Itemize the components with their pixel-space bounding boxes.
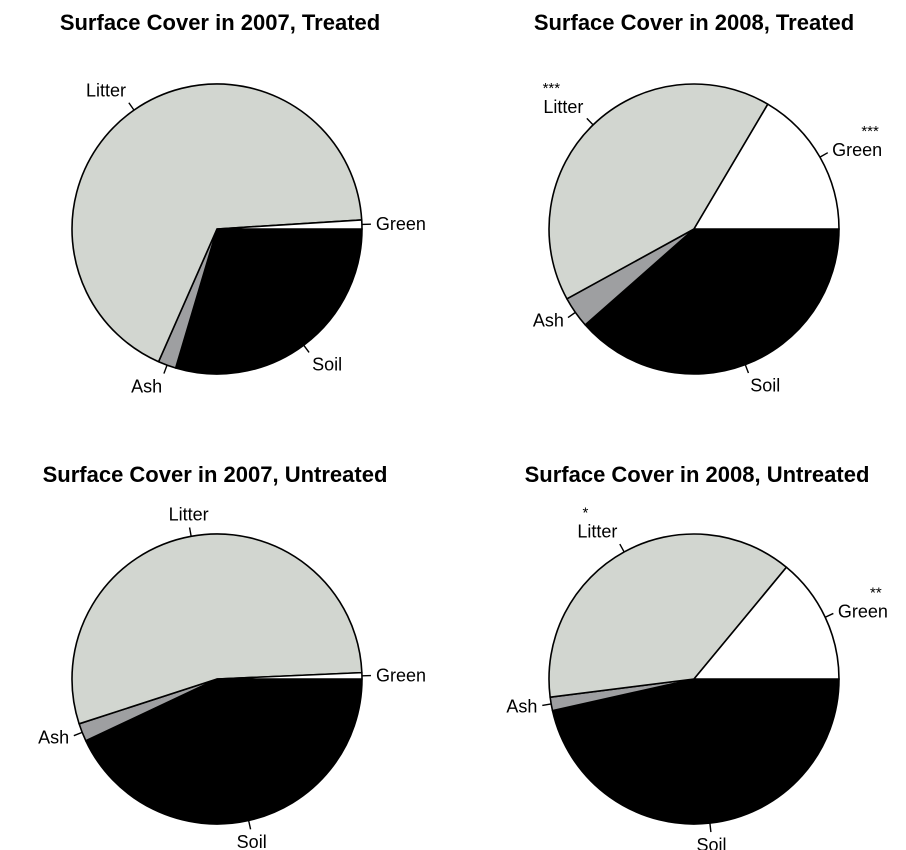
slice-labels: Soil Ash Litter Green <box>38 505 426 850</box>
slices <box>548 83 840 375</box>
label-tick-soil <box>744 364 750 374</box>
label-tick-green <box>819 152 829 158</box>
label-tick-soil <box>247 820 252 830</box>
pie-slice-green <box>216 219 363 230</box>
label-tick-green <box>824 612 834 618</box>
significance-mark-litter: *** <box>543 80 561 97</box>
label-tick-litter <box>128 102 135 111</box>
pie-slice-soil <box>174 228 363 375</box>
label-tick-ash <box>73 731 83 737</box>
slice-label-soil: Soil <box>750 376 780 396</box>
slices <box>71 83 363 375</box>
slice-label-ash: Ash <box>533 310 564 330</box>
pie-chart-2008-treated: Surface Cover in 2008, Treated Soil Ash Li… <box>533 10 882 396</box>
chart-title: Surface Cover in 2007, Treated <box>60 10 380 35</box>
slice-label-green: Green <box>376 666 426 686</box>
slice-label-litter: Litter <box>543 97 583 117</box>
slice-labels: Soil Ash Litter Green <box>86 81 426 397</box>
slices <box>548 533 840 825</box>
label-tick-soil <box>303 344 310 353</box>
label-tick-ash <box>163 364 168 374</box>
slice-label-litter: Litter <box>169 505 209 525</box>
label-tick-soil <box>709 823 712 833</box>
slice-label-litter: Litter <box>577 522 617 542</box>
slices <box>71 533 363 825</box>
pie-slice-green <box>693 103 840 230</box>
chart-title: Surface Cover in 2008, Untreated <box>525 462 870 487</box>
pie-slice-litter <box>548 83 769 300</box>
pie-slice-green <box>693 566 840 680</box>
pie-slice-litter <box>548 533 788 698</box>
label-tick-litter <box>619 543 625 553</box>
slice-label-ash: Ash <box>131 376 162 396</box>
slice-label-green: Green <box>376 214 426 234</box>
slice-label-soil: Soil <box>696 835 726 850</box>
pie-chart-2008-untreated: Surface Cover in 2008, Untreated Soil Ash… <box>506 462 888 850</box>
label-tick-litter <box>586 117 594 126</box>
slice-label-soil: Soil <box>237 832 267 850</box>
chart-title: Surface Cover in 2008, Treated <box>534 10 854 35</box>
slice-label-green: Green <box>832 140 882 160</box>
label-tick-ash <box>542 703 552 707</box>
label-tick-litter <box>188 527 192 537</box>
slice-label-green: Green <box>838 601 888 621</box>
pie-chart-2007-treated: Surface Cover in 2007, Treated Soil Ash Li… <box>60 10 426 396</box>
slice-label-litter: Litter <box>86 81 126 101</box>
chart-title: Surface Cover in 2007, Untreated <box>43 462 388 487</box>
slice-label-ash: Ash <box>506 696 537 716</box>
significance-mark-green: *** <box>861 123 879 140</box>
pie-slice-soil <box>584 228 840 375</box>
slice-label-soil: Soil <box>312 354 342 374</box>
pie-slice-soil <box>551 678 840 825</box>
significance-mark-green: ** <box>870 584 882 601</box>
slice-labels: Soil Ash Litter* Green** <box>506 505 888 850</box>
significance-mark-litter: * <box>582 505 588 522</box>
pie-chart-2007-untreated: Surface Cover in 2007, Untreated Soil Ash… <box>38 462 426 850</box>
label-tick-ash <box>567 311 576 319</box>
slice-label-ash: Ash <box>38 728 69 748</box>
